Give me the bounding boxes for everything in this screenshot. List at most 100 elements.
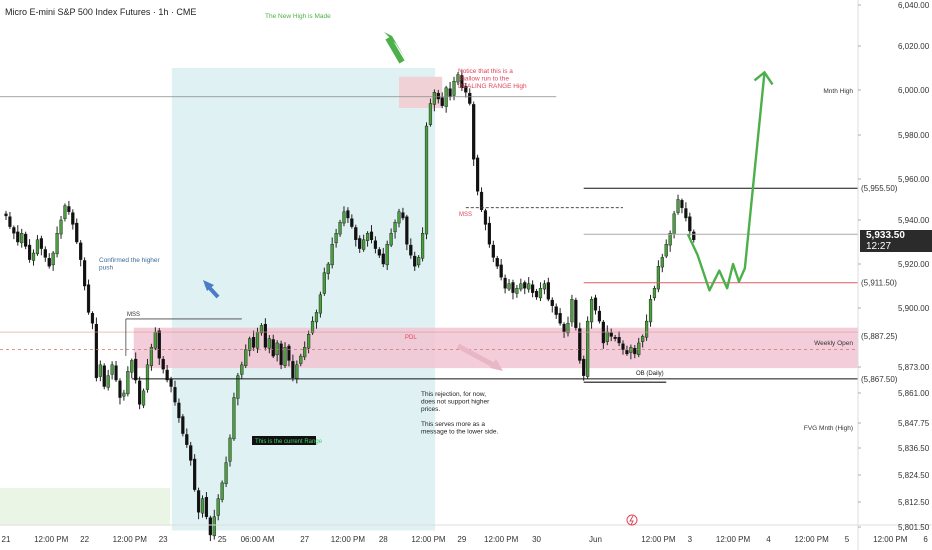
time-tick-label: 06:00 AM — [241, 535, 275, 544]
candle-body — [27, 244, 32, 260]
candle-body — [428, 103, 433, 125]
candle-body — [283, 347, 287, 366]
candle-body — [479, 191, 484, 210]
rejection-line: This rejection, for now, — [421, 391, 486, 398]
candle-body — [165, 369, 169, 381]
time-tick-label: 12:00 PM — [34, 535, 69, 544]
candle-body — [629, 347, 633, 353]
candle-body — [534, 291, 539, 298]
candle-body — [503, 277, 507, 289]
candle-body — [664, 243, 668, 257]
candle-body — [460, 75, 464, 89]
candle-body — [593, 297, 598, 311]
candle-body — [570, 299, 574, 323]
pdl-label: PDL — [405, 335, 417, 341]
candle-body — [248, 338, 252, 351]
candle-body — [200, 498, 205, 514]
candle-body — [420, 232, 425, 259]
candle-body — [495, 258, 499, 267]
last-price-badge: 5,933.50 12:27 — [860, 230, 932, 252]
right-label: Weekly Open — [814, 340, 853, 347]
candle-body — [303, 347, 307, 358]
candle-body — [507, 283, 511, 290]
time-tick-label: 4 — [766, 535, 771, 544]
candle-body — [472, 104, 476, 160]
price-tick-label: 5,873.00 — [898, 363, 930, 372]
candle-body — [86, 284, 91, 313]
lightning-icon — [626, 514, 638, 526]
candle-body — [377, 249, 381, 256]
price-tick-label: 5,812.50 — [898, 498, 930, 507]
candle-body — [527, 283, 531, 290]
dealing-range-box — [171, 68, 436, 531]
candle-body — [228, 437, 232, 462]
candle-body — [20, 232, 24, 244]
candle-body — [389, 232, 393, 246]
candle-body — [244, 349, 248, 366]
level-label: (5,887.25) — [861, 332, 898, 341]
candle-body — [684, 208, 688, 219]
candle-body — [216, 498, 220, 516]
time-tick-label: 12:00 PM — [411, 535, 446, 544]
candle-body — [185, 434, 189, 445]
candle-body — [531, 284, 535, 293]
candle-body — [440, 97, 444, 106]
notice-line: shallow run to the — [458, 76, 509, 83]
candle-body — [350, 218, 354, 227]
projection-arrowhead — [753, 70, 774, 86]
candle-body — [279, 343, 283, 366]
right-label: Mnth High — [823, 88, 853, 95]
candle-body — [554, 306, 558, 315]
time-tick-label: 29 — [457, 535, 466, 544]
candle-body — [75, 222, 79, 243]
candle-body — [122, 392, 126, 397]
level-label: (5,867.50) — [861, 375, 898, 384]
candle-body — [562, 323, 566, 333]
candle-body — [240, 364, 244, 375]
price-tick-label: 5,980.00 — [898, 131, 930, 140]
candle-body — [82, 260, 87, 287]
current-range-label: This is the current Range — [255, 439, 323, 445]
candle-body — [397, 211, 401, 224]
pink-arrow-shaft — [456, 343, 499, 370]
candle-body — [566, 323, 570, 334]
time-tick-label: 3 — [688, 535, 693, 544]
candle-body — [476, 157, 480, 192]
time-tick-label: 5 — [845, 535, 850, 544]
candle-body — [55, 232, 59, 255]
candle-body — [468, 92, 472, 104]
candle-body — [381, 253, 385, 265]
candle-body — [51, 252, 55, 266]
candle-body — [271, 339, 275, 357]
time-tick-label: 25 — [218, 535, 227, 544]
candle-body — [452, 80, 456, 96]
candle-body — [613, 337, 617, 339]
candle-body — [346, 210, 350, 219]
candle-body — [424, 125, 429, 235]
candle-body — [464, 86, 468, 93]
price-tick-label: 6,000.00 — [898, 86, 930, 95]
candle-body — [181, 416, 185, 434]
confirmed-line: push — [99, 265, 113, 272]
candle-body — [299, 355, 303, 364]
candle-body — [511, 282, 515, 293]
time-tick-label: 22 — [80, 535, 89, 544]
candle-body — [393, 221, 397, 233]
candle-body — [102, 365, 106, 387]
candle-body — [448, 88, 452, 97]
lightning-icon-bolt — [629, 515, 634, 526]
candle-body — [637, 342, 641, 355]
candle-body — [291, 361, 295, 379]
rejection-line: message to the lower side. — [421, 429, 499, 436]
candle-body — [601, 321, 605, 344]
time-tick-label: 23 — [159, 535, 168, 544]
candle-body — [605, 331, 609, 342]
candle-body — [63, 205, 67, 219]
candle-body — [578, 328, 582, 361]
price-tick-label: 5,801.50 — [898, 523, 930, 532]
candle-body — [295, 364, 299, 379]
candle-body — [456, 74, 460, 83]
rejection-line: This serves more as a — [421, 421, 485, 428]
candle-body — [141, 390, 146, 406]
